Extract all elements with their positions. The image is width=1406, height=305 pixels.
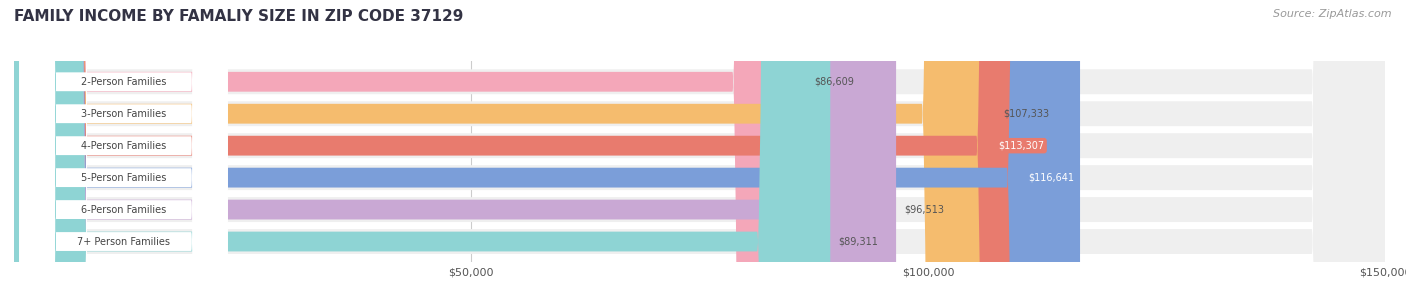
Text: FAMILY INCOME BY FAMALIY SIZE IN ZIP CODE 37129: FAMILY INCOME BY FAMALIY SIZE IN ZIP COD… — [14, 9, 464, 24]
Text: 2-Person Families: 2-Person Families — [82, 77, 166, 87]
FancyBboxPatch shape — [20, 0, 228, 305]
Text: Source: ZipAtlas.com: Source: ZipAtlas.com — [1274, 9, 1392, 19]
Text: 4-Person Families: 4-Person Families — [82, 141, 166, 151]
Text: $113,307: $113,307 — [998, 141, 1045, 151]
FancyBboxPatch shape — [14, 0, 995, 305]
FancyBboxPatch shape — [14, 0, 806, 305]
Text: 6-Person Families: 6-Person Families — [82, 205, 166, 215]
FancyBboxPatch shape — [14, 0, 896, 305]
Text: $107,333: $107,333 — [1004, 109, 1049, 119]
FancyBboxPatch shape — [14, 0, 831, 305]
FancyBboxPatch shape — [20, 0, 228, 305]
FancyBboxPatch shape — [14, 0, 1385, 305]
Text: 7+ Person Families: 7+ Person Families — [77, 237, 170, 246]
FancyBboxPatch shape — [14, 0, 1385, 305]
FancyBboxPatch shape — [20, 0, 228, 305]
Text: $89,311: $89,311 — [838, 237, 879, 246]
FancyBboxPatch shape — [14, 0, 1049, 305]
FancyBboxPatch shape — [20, 0, 228, 305]
FancyBboxPatch shape — [14, 0, 1385, 305]
FancyBboxPatch shape — [14, 0, 1385, 305]
FancyBboxPatch shape — [14, 0, 1385, 305]
FancyBboxPatch shape — [14, 0, 1385, 305]
Text: 3-Person Families: 3-Person Families — [82, 109, 166, 119]
Text: $116,641: $116,641 — [1029, 173, 1074, 183]
FancyBboxPatch shape — [20, 0, 228, 305]
FancyBboxPatch shape — [20, 0, 228, 305]
FancyBboxPatch shape — [14, 0, 1080, 305]
Text: $86,609: $86,609 — [814, 77, 853, 87]
Text: 5-Person Families: 5-Person Families — [82, 173, 166, 183]
Text: $96,513: $96,513 — [904, 205, 945, 215]
